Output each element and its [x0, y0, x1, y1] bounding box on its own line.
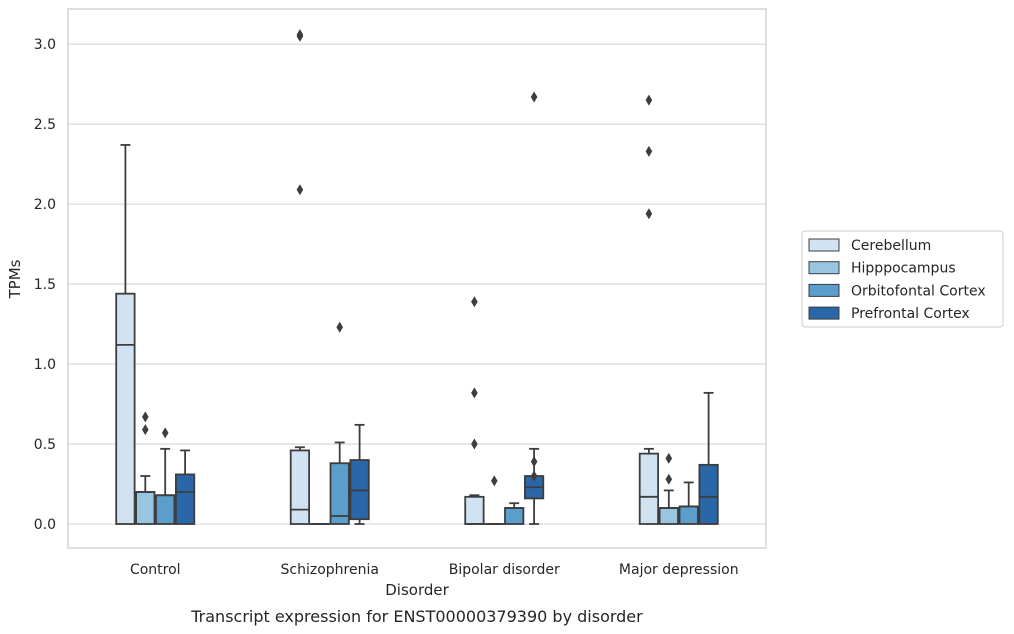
outlier-marker	[530, 470, 538, 482]
legend: Cerebellum Hipppocampus Orbitofontal Corte…	[801, 230, 1004, 328]
legend-label: Cerebellum	[851, 238, 931, 254]
legend-swatch	[808, 261, 840, 275]
y-tick-label: 1.5	[34, 277, 56, 293]
outlier-marker	[665, 473, 673, 485]
outlier-marker	[645, 145, 653, 157]
box-hipppocampus	[135, 411, 156, 525]
outlier-marker	[530, 456, 538, 468]
legend-swatch	[808, 238, 840, 252]
outlier-marker	[142, 411, 149, 423]
outlier-marker	[645, 208, 653, 220]
figure-caption: Transcript expression for ENST0000037939…	[190, 607, 643, 626]
box-body	[135, 491, 156, 525]
box-cerebellum	[115, 144, 136, 525]
legend-label: Hipppocampus	[851, 261, 956, 277]
outlier-marker	[645, 94, 653, 106]
y-tick-label: 0.5	[34, 437, 56, 453]
box-body	[504, 507, 525, 525]
outlier-marker	[336, 321, 343, 333]
outlier-marker	[471, 438, 478, 450]
box-prefrontal-cortex	[174, 449, 196, 525]
box-body	[638, 452, 660, 525]
box-body	[115, 292, 136, 525]
box-body	[289, 449, 311, 525]
y-tick-label: 2.0	[34, 197, 56, 213]
box-body	[174, 473, 196, 525]
box-plots	[115, 29, 719, 525]
x-tick-label: Major depression	[619, 562, 739, 578]
x-tick-label: Schizophrenia	[281, 562, 379, 578]
box-prefrontal-cortex	[523, 91, 545, 525]
box-cerebellum	[289, 29, 311, 525]
y-axis-label: TPMs	[6, 259, 24, 299]
box-body	[698, 463, 719, 525]
box-body	[464, 495, 485, 525]
box-hipppocampus	[658, 452, 679, 525]
plot-frame	[67, 8, 767, 549]
box-body	[658, 507, 679, 525]
box-prefrontal-cortex	[349, 423, 370, 525]
x-axis-ticks: Control Schizophrenia Bipolar disorder Majo…	[130, 562, 739, 578]
legend-frame	[801, 230, 1004, 328]
box-cerebellum	[638, 94, 660, 525]
outlier-marker	[296, 184, 304, 196]
y-tick-label: 0.0	[34, 517, 56, 533]
outlier-marker	[471, 387, 478, 399]
outlier-marker	[665, 452, 673, 464]
y-tick-label: 1.0	[34, 357, 56, 373]
box-orbitofontal-cortex	[329, 321, 350, 525]
x-tick-label: Bipolar disorder	[449, 562, 560, 578]
legend-label: Orbitofontal Cortex	[851, 283, 986, 299]
grid-lines	[68, 43, 766, 525]
box-body	[678, 505, 699, 525]
y-tick-label: 3.0	[34, 37, 56, 53]
outlier-marker	[296, 29, 304, 41]
outlier-marker	[161, 427, 169, 439]
box-body	[155, 494, 176, 525]
outlier-marker	[530, 91, 538, 103]
outlier-marker	[491, 475, 498, 487]
box-orbitofontal-cortex	[504, 502, 525, 525]
outlier-marker	[471, 296, 478, 308]
legend-label: Prefrontal Cortex	[851, 306, 970, 322]
box-orbitofontal-cortex	[678, 481, 699, 525]
box-orbitofontal-cortex	[155, 427, 176, 525]
box-prefrontal-cortex	[698, 391, 719, 525]
box-body	[329, 462, 350, 525]
legend-swatch	[808, 283, 840, 297]
x-axis-label: Disorder	[385, 581, 449, 599]
y-axis-ticks: 0.0 0.5 1.0 1.5 2.0 2.5 3.0	[34, 37, 56, 533]
box-cerebellum	[464, 296, 485, 525]
outlier-marker	[142, 424, 149, 436]
legend-swatch	[808, 306, 840, 320]
x-tick-label: Control	[130, 562, 181, 578]
y-tick-label: 2.5	[34, 117, 56, 133]
box-hipppocampus	[484, 475, 505, 525]
